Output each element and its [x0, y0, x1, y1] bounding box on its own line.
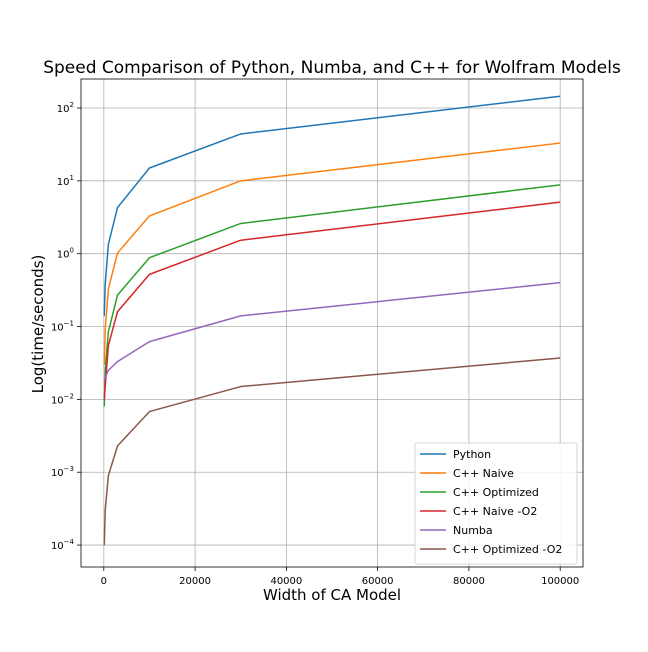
y-tick-label: 10−3 [51, 465, 74, 479]
legend-box [414, 442, 578, 565]
series-line-python [103, 95, 561, 316]
x-tick-label: 0 [101, 576, 107, 587]
legend-label: C++ Naive [453, 467, 514, 480]
grid-lines [81, 79, 583, 567]
y-axis-label: Log(time/seconds) [29, 255, 47, 394]
y-axis-ticks: 10−4 10−3 10−2 10−1 100 101 102 [51, 101, 81, 552]
plot-frame [80, 78, 584, 568]
y-tick-label: 10−4 [51, 538, 75, 552]
x-tick-label: 40000 [270, 576, 302, 587]
x-tick-label: 60000 [362, 576, 394, 587]
legend-label: C++ Optimized [453, 486, 539, 499]
chart-title: Speed Comparison of Python, Numba, and C… [43, 58, 621, 78]
series-lines [103, 95, 561, 546]
y-tick-label: 10−1 [51, 320, 74, 334]
y-tick-label: 102 [57, 101, 74, 115]
legend: Python C++ Naive C++ Optimized C++ Naive -O… [414, 442, 578, 565]
legend-label: Numba [453, 524, 493, 537]
legend-label: C++ Naive -O2 [453, 505, 537, 518]
x-tick-label: 80000 [453, 576, 485, 587]
series-line-cpp-optimized-o2 [103, 357, 561, 546]
y-tick-label: 101 [57, 174, 74, 188]
y-tick-label: 10−2 [51, 392, 74, 406]
x-tick-label: 20000 [179, 576, 211, 587]
series-line-cpp-naive-o2 [103, 201, 561, 400]
legend-label: C++ Optimized -O2 [453, 543, 562, 556]
series-line-cpp-optimized [103, 184, 561, 407]
x-axis-ticks: 0 20000 40000 60000 80000 100000 [101, 567, 579, 587]
series-line-numba [103, 281, 561, 381]
y-tick-label: 100 [57, 247, 74, 261]
x-tick-label: 100000 [541, 576, 579, 587]
legend-label: Python [453, 448, 491, 461]
series-line-cpp-naive [103, 142, 561, 365]
x-axis-label: Width of CA Model [263, 586, 401, 604]
